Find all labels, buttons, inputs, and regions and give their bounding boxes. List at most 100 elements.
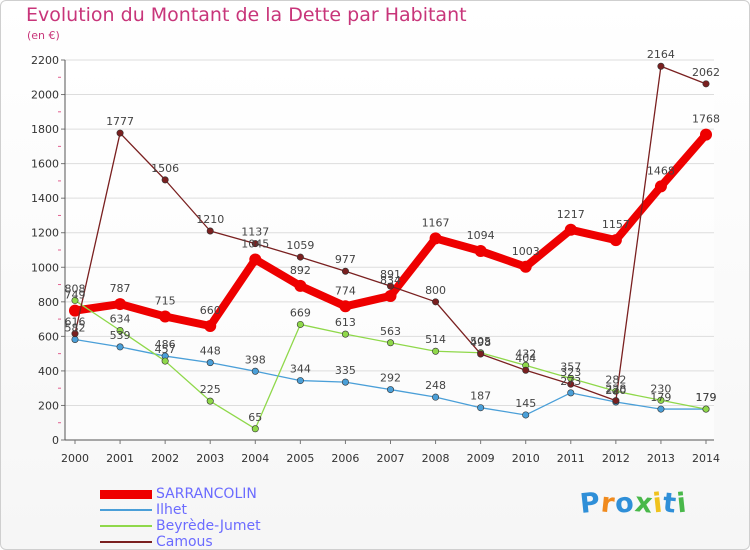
point-SARRANCOLIN-2000 bbox=[69, 304, 81, 317]
point-Beyrède-Jumet-2014 bbox=[702, 405, 710, 413]
point-Camous-2008 bbox=[432, 298, 440, 306]
x-tick-label-2000: 2000 bbox=[61, 452, 89, 465]
data-label-SARRANCOLIN-2012: 1157 bbox=[602, 218, 630, 231]
point-SARRANCOLIN-2009 bbox=[474, 245, 487, 258]
proxiti-logo: Proxiti bbox=[578, 487, 689, 520]
y-tick-label-2200: 2200 bbox=[31, 54, 59, 67]
y-tick-label-800: 800 bbox=[38, 296, 59, 309]
data-label-Camous-2013: 2164 bbox=[647, 48, 675, 61]
point-SARRANCOLIN-2008 bbox=[429, 232, 442, 245]
legend-item: SARRANCOLIN bbox=[100, 486, 261, 502]
data-label-SARRANCOLIN-2011: 1217 bbox=[557, 208, 585, 221]
y-tick-label-200: 200 bbox=[38, 399, 59, 412]
point-Camous-2011 bbox=[567, 380, 575, 388]
point-Camous-2005 bbox=[296, 253, 304, 261]
point-Camous-2007 bbox=[386, 282, 394, 290]
data-label-SARRANCOLIN-2013: 1468 bbox=[647, 164, 675, 177]
y-tick-label-2000: 2000 bbox=[31, 89, 59, 102]
point-SARRANCOLIN-2011 bbox=[564, 223, 577, 236]
x-tick-label-2007: 2007 bbox=[377, 452, 405, 465]
y-tick-label-600: 600 bbox=[38, 330, 59, 343]
point-SARRANCOLIN-2006 bbox=[339, 300, 352, 313]
data-label-Ilhet-2012: 220 bbox=[605, 384, 626, 397]
point-SARRANCOLIN-2002 bbox=[159, 310, 172, 323]
y-tick-label-1400: 1400 bbox=[31, 192, 59, 205]
data-label-Ilhet-2004: 398 bbox=[245, 353, 266, 366]
data-label-Beyrède-Jumet-2009: 505 bbox=[470, 335, 491, 348]
point-Camous-2001 bbox=[116, 129, 124, 137]
data-label-SARRANCOLIN-2010: 1003 bbox=[512, 245, 540, 258]
point-Ilhet-2007 bbox=[386, 386, 394, 394]
x-tick-label-2014: 2014 bbox=[692, 452, 720, 465]
data-label-Camous-2008: 800 bbox=[425, 284, 446, 297]
y-tick-label-1600: 1600 bbox=[31, 158, 59, 171]
chart-unit: (en €) bbox=[27, 29, 60, 42]
data-label-Camous-2006: 977 bbox=[335, 253, 356, 266]
data-label-Camous-2003: 1210 bbox=[196, 213, 224, 226]
data-label-Beyrède-Jumet-2001: 634 bbox=[110, 312, 131, 325]
data-label-Beyrède-Jumet-2003: 225 bbox=[200, 383, 221, 396]
legend-label: SARRANCOLIN bbox=[156, 486, 257, 502]
data-label-Camous-2002: 1506 bbox=[151, 162, 179, 175]
point-Beyrède-Jumet-2002 bbox=[161, 357, 169, 365]
point-Camous-2014 bbox=[702, 80, 710, 88]
point-SARRANCOLIN-2001 bbox=[114, 298, 127, 311]
point-Ilhet-2008 bbox=[432, 393, 440, 401]
data-label-SARRANCOLIN-2001: 787 bbox=[110, 282, 131, 295]
data-label-Ilhet-2001: 539 bbox=[110, 329, 131, 342]
point-Ilhet-2004 bbox=[251, 367, 259, 375]
point-SARRANCOLIN-2005 bbox=[294, 279, 307, 292]
x-tick-label-2006: 2006 bbox=[331, 452, 359, 465]
data-label-Beyrède-Jumet-2012: 282 bbox=[605, 373, 626, 386]
data-label-Camous-2005: 1059 bbox=[286, 239, 314, 252]
data-label-SARRANCOLIN-2009: 1094 bbox=[467, 229, 495, 242]
data-label-Camous-2007: 891 bbox=[380, 268, 401, 281]
data-label-SARRANCOLIN-2007: 834 bbox=[380, 274, 401, 287]
legend-label: Beyrède-Jumet bbox=[156, 518, 261, 534]
data-label-Ilhet-2011: 273 bbox=[560, 375, 581, 388]
data-label-Ilhet-2013: 179 bbox=[650, 391, 671, 404]
point-Beyrède-Jumet-2004 bbox=[251, 425, 259, 433]
data-label-Ilhet-2005: 344 bbox=[290, 363, 311, 376]
data-label-Ilhet-2000: 582 bbox=[65, 321, 86, 334]
data-label-Beyrède-Jumet-2004: 65 bbox=[248, 411, 262, 424]
data-label-Camous-2009: 498 bbox=[470, 336, 491, 349]
point-Camous-2004 bbox=[251, 240, 259, 248]
data-label-Beyrède-Jumet-2011: 357 bbox=[560, 360, 581, 373]
point-Ilhet-2010 bbox=[522, 411, 530, 419]
x-tick-label-2003: 2003 bbox=[196, 452, 224, 465]
point-SARRANCOLIN-2012 bbox=[609, 234, 622, 247]
y-tick-label-1200: 1200 bbox=[31, 227, 59, 240]
data-label-SARRANCOLIN-2006: 774 bbox=[335, 284, 356, 297]
data-label-Beyrède-Jumet-2002: 457 bbox=[155, 343, 176, 356]
x-tick-label-2012: 2012 bbox=[602, 452, 630, 465]
point-SARRANCOLIN-2010 bbox=[519, 260, 532, 273]
data-label-Camous-2011: 323 bbox=[560, 366, 581, 379]
legend-item: Camous bbox=[100, 534, 261, 550]
data-label-Camous-2012: 228 bbox=[605, 383, 626, 396]
point-Camous-2003 bbox=[206, 227, 214, 235]
data-label-Beyrède-Jumet-2000: 808 bbox=[65, 282, 86, 295]
data-label-Beyrède-Jumet-2006: 613 bbox=[335, 316, 356, 329]
data-label-Ilhet-2008: 248 bbox=[425, 379, 446, 392]
point-Ilhet-2011 bbox=[567, 389, 575, 397]
plot-area bbox=[65, 60, 714, 440]
data-label-SARRANCOLIN-2004: 1045 bbox=[241, 238, 269, 251]
data-label-Camous-2004: 1137 bbox=[241, 226, 269, 239]
legend-swatch bbox=[100, 509, 152, 511]
data-label-Camous-2000: 616 bbox=[65, 316, 86, 329]
y-tick-label-0: 0 bbox=[52, 434, 59, 447]
data-label-Beyrède-Jumet-2005: 669 bbox=[290, 306, 311, 319]
legend-item: Beyrède-Jumet bbox=[100, 518, 261, 534]
point-Camous-2000 bbox=[71, 330, 79, 338]
data-label-Ilhet-2007: 292 bbox=[380, 372, 401, 385]
data-label-Ilhet-2003: 448 bbox=[200, 345, 221, 358]
data-label-SARRANCOLIN-2008: 1167 bbox=[422, 216, 450, 229]
x-tick-label-2001: 2001 bbox=[106, 452, 134, 465]
data-label-Ilhet-2009: 187 bbox=[470, 390, 491, 403]
data-label-SARRANCOLIN-2002: 715 bbox=[155, 295, 176, 308]
point-Beyrède-Jumet-2000 bbox=[71, 296, 79, 304]
point-Camous-2006 bbox=[341, 267, 349, 275]
point-Ilhet-2013 bbox=[657, 405, 665, 413]
